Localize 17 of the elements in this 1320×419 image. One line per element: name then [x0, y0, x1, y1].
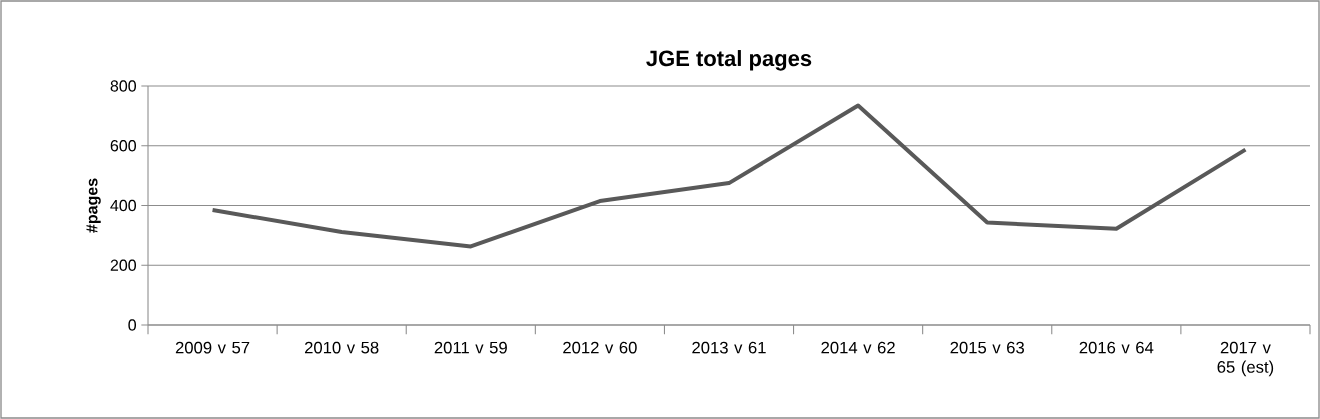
- x-tick-label: 2010 v 58: [304, 341, 379, 354]
- x-tick-label: 2017 v 65 (est): [1217, 341, 1274, 377]
- x-tick-label: 2016 v 64: [1079, 341, 1154, 354]
- y-tick-label: 800: [110, 80, 137, 92]
- y-tick-label: 600: [110, 140, 137, 152]
- line-series: [210, 103, 1248, 249]
- x-tick-label: 2009 v 57: [175, 341, 250, 354]
- x-tick-label: 2015 v 63: [950, 341, 1024, 354]
- y-axis-title: #pages: [86, 178, 101, 233]
- x-tick-label: 2014 v 62: [821, 341, 895, 354]
- y-tick-label: 200: [110, 259, 137, 271]
- chart-title: JGE total pages: [646, 50, 812, 71]
- x-tick-label: 2012 v 60: [563, 341, 637, 354]
- x-tick-label: 2013 v 61: [692, 341, 766, 354]
- y-tick-label: 0: [128, 319, 137, 331]
- y-tick-label: 400: [110, 199, 137, 212]
- x-tick-label: 2011 v 59: [434, 341, 507, 354]
